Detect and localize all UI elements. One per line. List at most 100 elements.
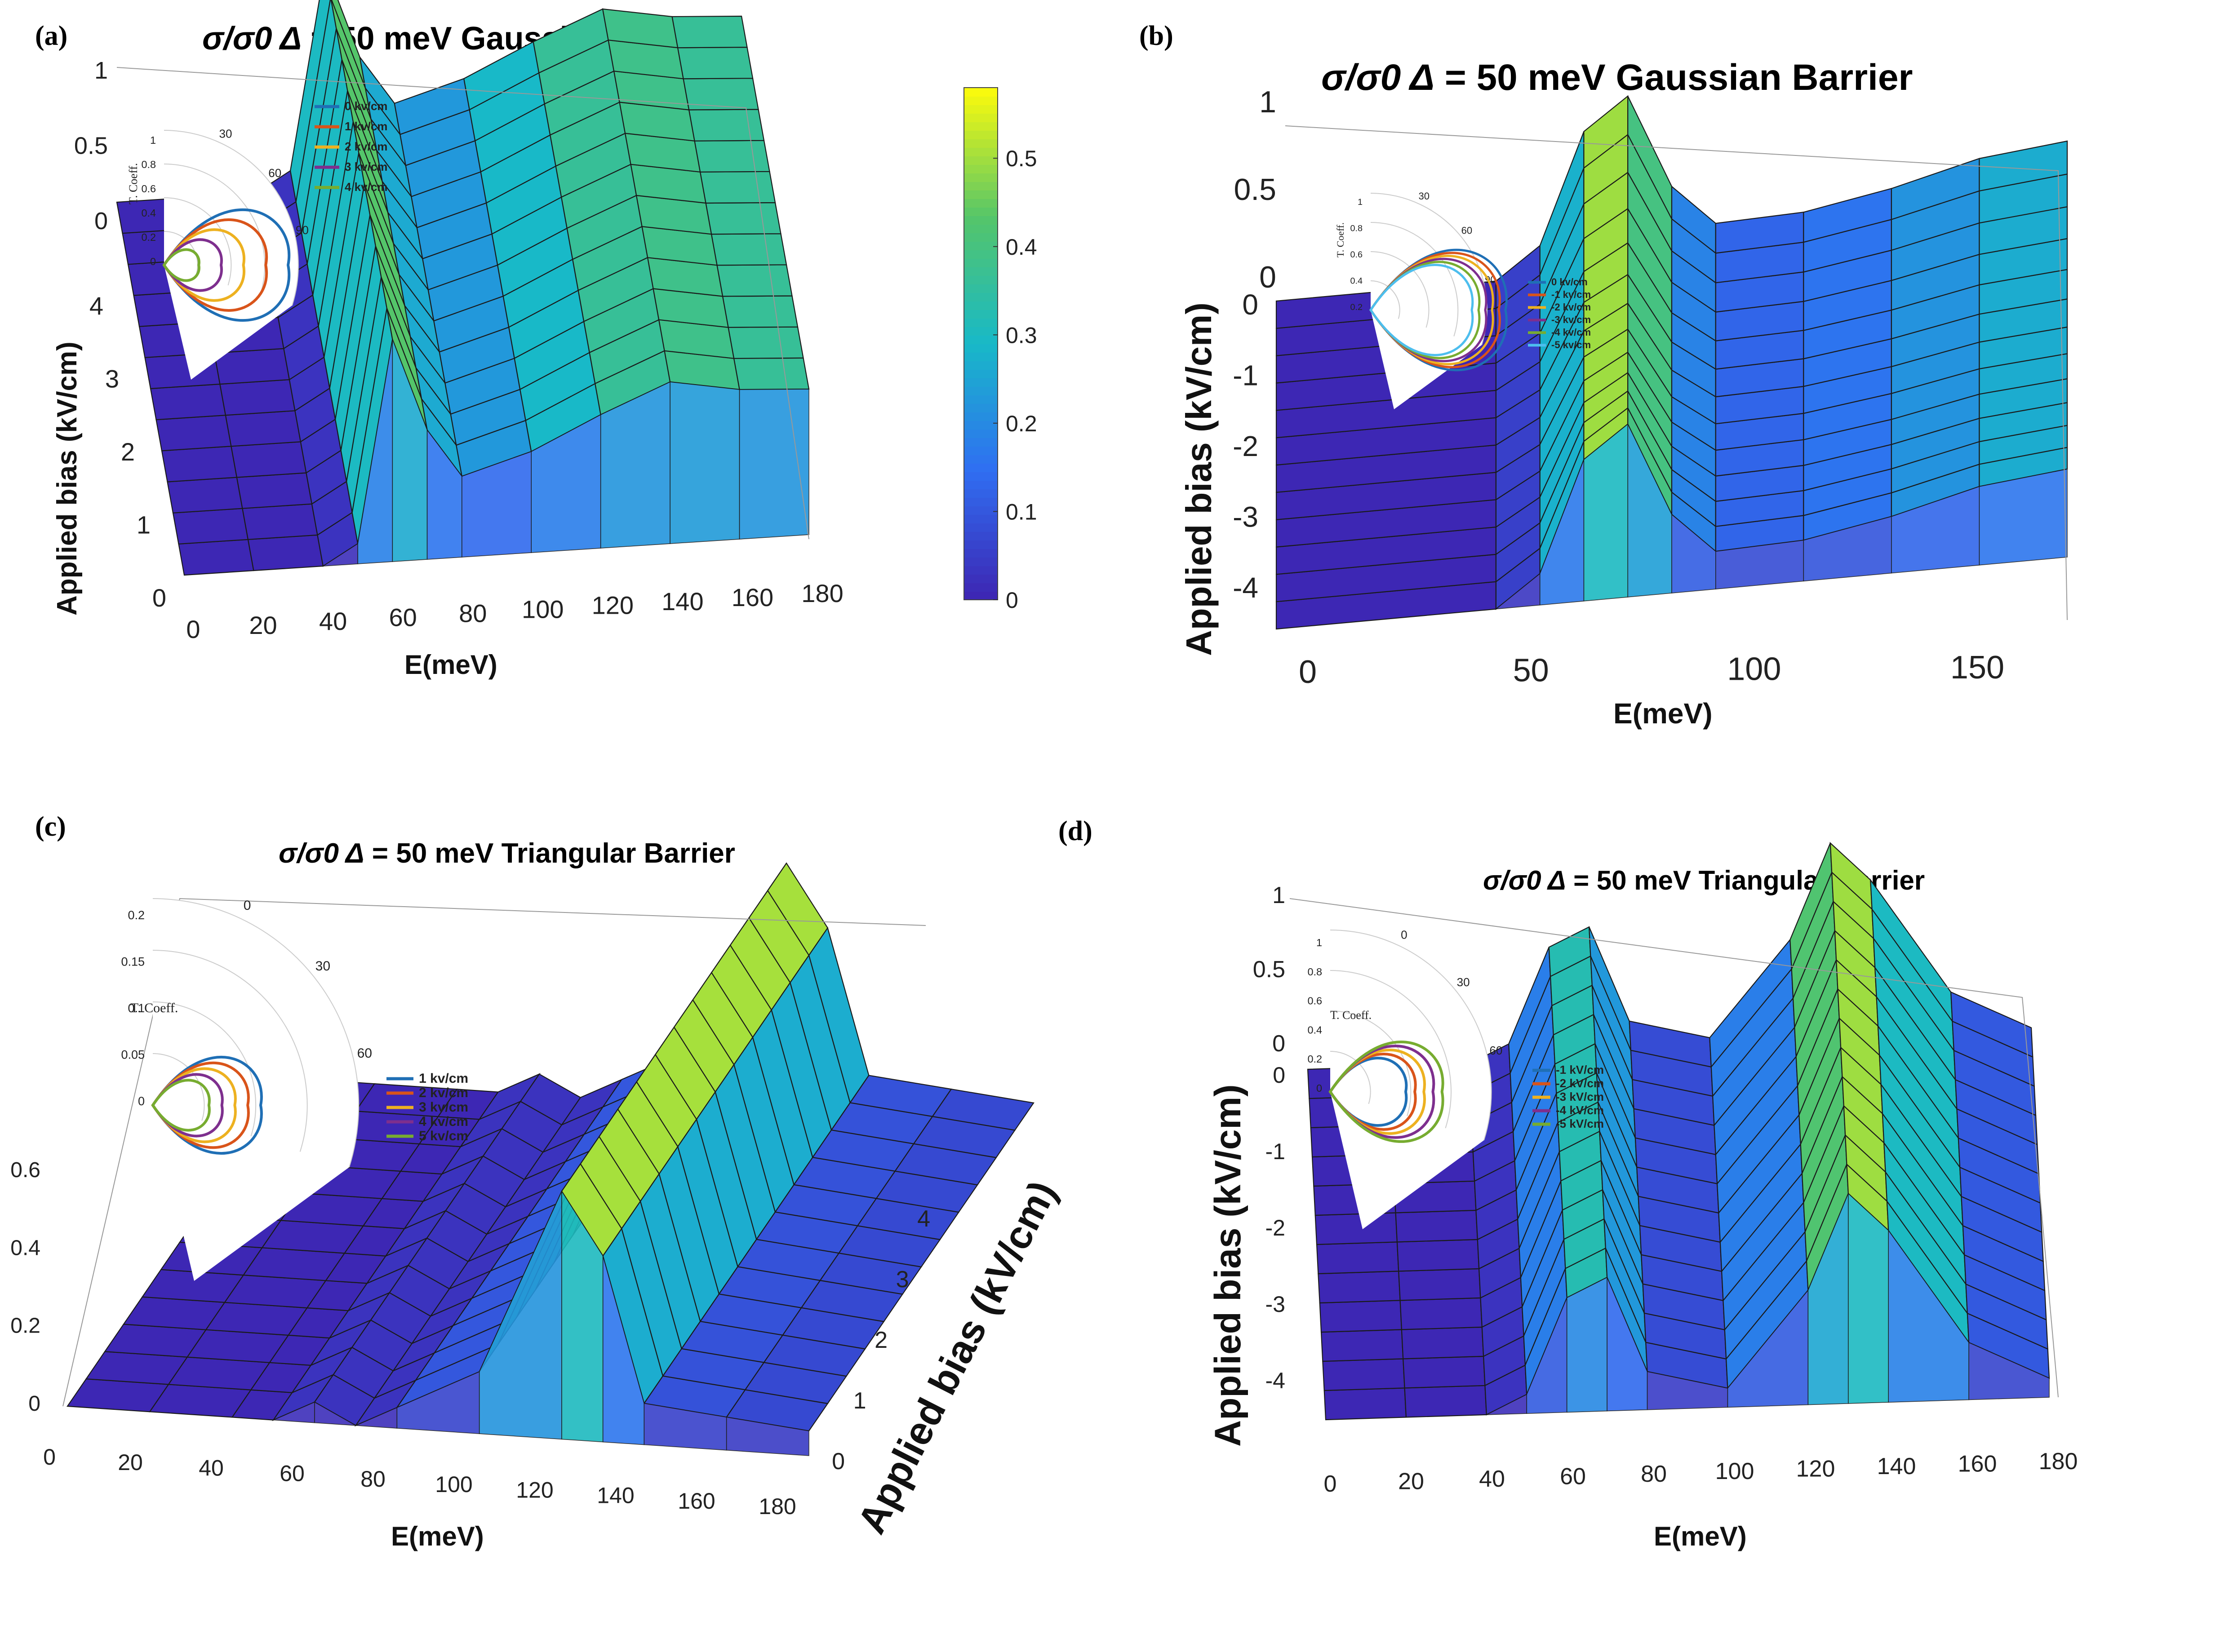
ylabel-b: Applied bias (kV/cm) (1179, 302, 1219, 656)
polar-ylabel: T. Coeff. (130, 1001, 178, 1015)
surface-wall-cell (1979, 469, 2068, 566)
polar-ylabel: T. Coeff. (1330, 1009, 1372, 1022)
x-tick-label: 0 (43, 1444, 56, 1470)
y-tick-label: 0 (832, 1448, 845, 1475)
polar-grid-ring (164, 231, 198, 275)
polar-r-tick: 0.6 (1307, 995, 1322, 1007)
y-tick-label: 0 (152, 584, 166, 612)
x-tick-label: 120 (516, 1477, 553, 1502)
surface-cell (172, 508, 249, 545)
x-tick-label: 140 (597, 1483, 634, 1508)
y-tick-label: -1 (1233, 359, 1258, 392)
z-tick-label: 0 (28, 1392, 40, 1416)
colorbar-segment (964, 88, 998, 97)
surface-grid (116, 0, 810, 576)
colorbar-segment (964, 224, 998, 233)
colorbar-segment (964, 258, 998, 267)
z-tick-label: 0.2 (10, 1314, 40, 1338)
polar-r-tick: 0.15 (121, 955, 145, 969)
x-tick-label: 100 (1727, 651, 1781, 687)
surface-cell (1322, 1358, 1405, 1391)
x-tick-label: 0 (186, 615, 200, 643)
polar-angle-tick: 60 (357, 1046, 372, 1061)
z-tick-label: 1 (94, 57, 108, 84)
colorbar-segment (964, 156, 998, 165)
axes-box (116, 67, 809, 540)
x-tick-label: 80 (360, 1466, 386, 1492)
polar-angle-tick: 90 (296, 223, 309, 237)
surface-wall-cell (1848, 1192, 1889, 1404)
surface-cell (722, 295, 799, 328)
polar-grid-ring (164, 164, 266, 296)
colorbar-tick-label: 0.3 (1006, 323, 1037, 348)
axes: 0 50 100 150 0 -1 -2 -3 -4 0 0.5 1 (1233, 85, 2068, 690)
z-tick-label: 1 (1272, 882, 1285, 908)
polar-series-curve (1328, 1049, 1426, 1135)
x-tick-label: 180 (2039, 1448, 2078, 1475)
surface-cell (1396, 1239, 1480, 1272)
x-tick-label: 180 (801, 579, 843, 607)
polar-r-tick: 0.05 (121, 1048, 145, 1062)
colorbar-segment (964, 386, 998, 395)
colorbar-segment (964, 122, 998, 131)
x-tick-label: 80 (1641, 1461, 1667, 1487)
surface-cell (694, 140, 770, 173)
xlabel-a: E(meV) (404, 650, 497, 680)
surface-cell (671, 15, 748, 49)
colorbar-tick-label: 0 (1006, 588, 1018, 613)
colorbar-segment (964, 497, 998, 506)
y-tick-label: 0 (1242, 288, 1258, 321)
polar-r-tick: 0.4 (141, 207, 156, 219)
x-tick-label: 60 (389, 603, 417, 631)
polar-angle-tick: 30 (1457, 975, 1470, 989)
surface-front-wall (1495, 423, 2068, 610)
polar-angle-tick: 30 (315, 959, 330, 974)
colorbar-segment (964, 216, 998, 225)
colorbar-segment (964, 344, 998, 353)
surface-plot-b: 0 50 100 150 0 -1 -2 -3 -4 0 0.5 1 T. Coeff. 0.2 0.4 0.… (1233, 85, 2068, 690)
polar-r-tick: 1 (1358, 197, 1363, 207)
colorbar-segment (964, 438, 998, 447)
z-tick-label: 0.5 (74, 133, 108, 159)
y-tick-label: 4 (89, 292, 103, 320)
polar-series-curve (1369, 261, 1481, 359)
polar-series-curve (1328, 1053, 1417, 1131)
polar-series-curve (1369, 248, 1508, 372)
polar-background (164, 130, 298, 380)
surface-cell (231, 441, 307, 478)
axes-box (1289, 898, 2059, 1398)
polar-grid-ring (1330, 1010, 1412, 1116)
surface-grid (1275, 95, 2068, 630)
x-tick-label: 80 (459, 599, 487, 627)
legend-entry: 3 kv/cm (419, 1100, 468, 1115)
colorbar-tick-label: 0.1 (1006, 499, 1037, 524)
colorbar-segment (964, 284, 998, 293)
colorbar-segment (964, 557, 998, 566)
xlabel-d: E(meV) (1654, 1521, 1747, 1551)
polar-angle-tick: 30 (219, 127, 232, 140)
colorbar-segment (964, 182, 998, 190)
x-tick-label: 100 (435, 1472, 472, 1497)
z-tick-label: 0 (1272, 1031, 1285, 1057)
polar-r-tick: 0 (138, 1094, 145, 1108)
polar-angle-tick: 60 (1461, 225, 1472, 236)
polar-r-tick: 1 (1316, 937, 1322, 948)
panel-label-b: (b) (1139, 21, 1173, 51)
x-tick-label: 150 (1950, 650, 2004, 686)
colorbar-segment (964, 583, 998, 592)
polar-ylabel: T. Coeff. (1335, 222, 1346, 257)
surface-cell (1399, 1297, 1483, 1330)
polar-r-tick: 0.6 (141, 183, 156, 195)
surface-cell (710, 233, 787, 266)
colorbar-segment (964, 327, 998, 336)
polar-inset: T. Coeff. 0 0.05 0.1 0.15 0.2 0 30 60 1 kv/cm2 kv… (121, 898, 468, 1281)
y-tick-label: -4 (1265, 1368, 1285, 1393)
colorbar-segment (964, 207, 998, 216)
legend-entry: -1 kv/cm (1551, 289, 1591, 300)
polar-r-tick: 0.8 (1307, 966, 1322, 978)
legend-entry: -2 kv/cm (1551, 301, 1591, 313)
polar-r-tick: 0 (1316, 1082, 1322, 1094)
polar-background (1330, 930, 1492, 1229)
surface-cell (1320, 1329, 1404, 1362)
